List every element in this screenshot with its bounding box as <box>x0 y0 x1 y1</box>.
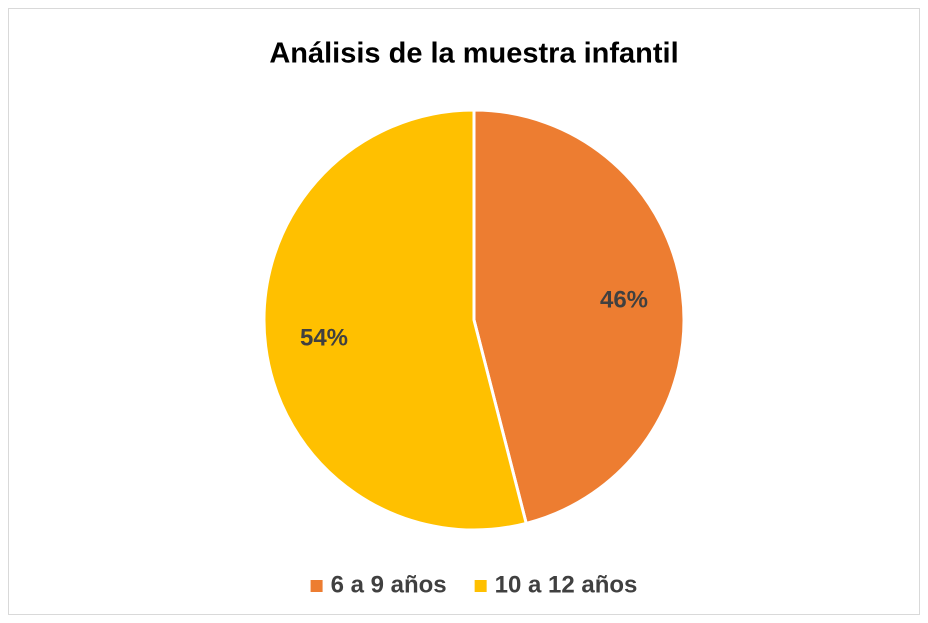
legend-swatch <box>474 580 487 592</box>
data-label: 54% <box>300 324 348 351</box>
chart-title: Análisis de la muestra infantil <box>269 38 678 70</box>
pie-slice <box>472 108 686 526</box>
legend-label: 10 a 12 años <box>495 571 638 598</box>
pie-slice <box>262 108 529 532</box>
legend-swatch <box>310 580 323 592</box>
legend-label: 6 a 9 años <box>331 571 447 598</box>
data-label: 46% <box>600 286 648 313</box>
